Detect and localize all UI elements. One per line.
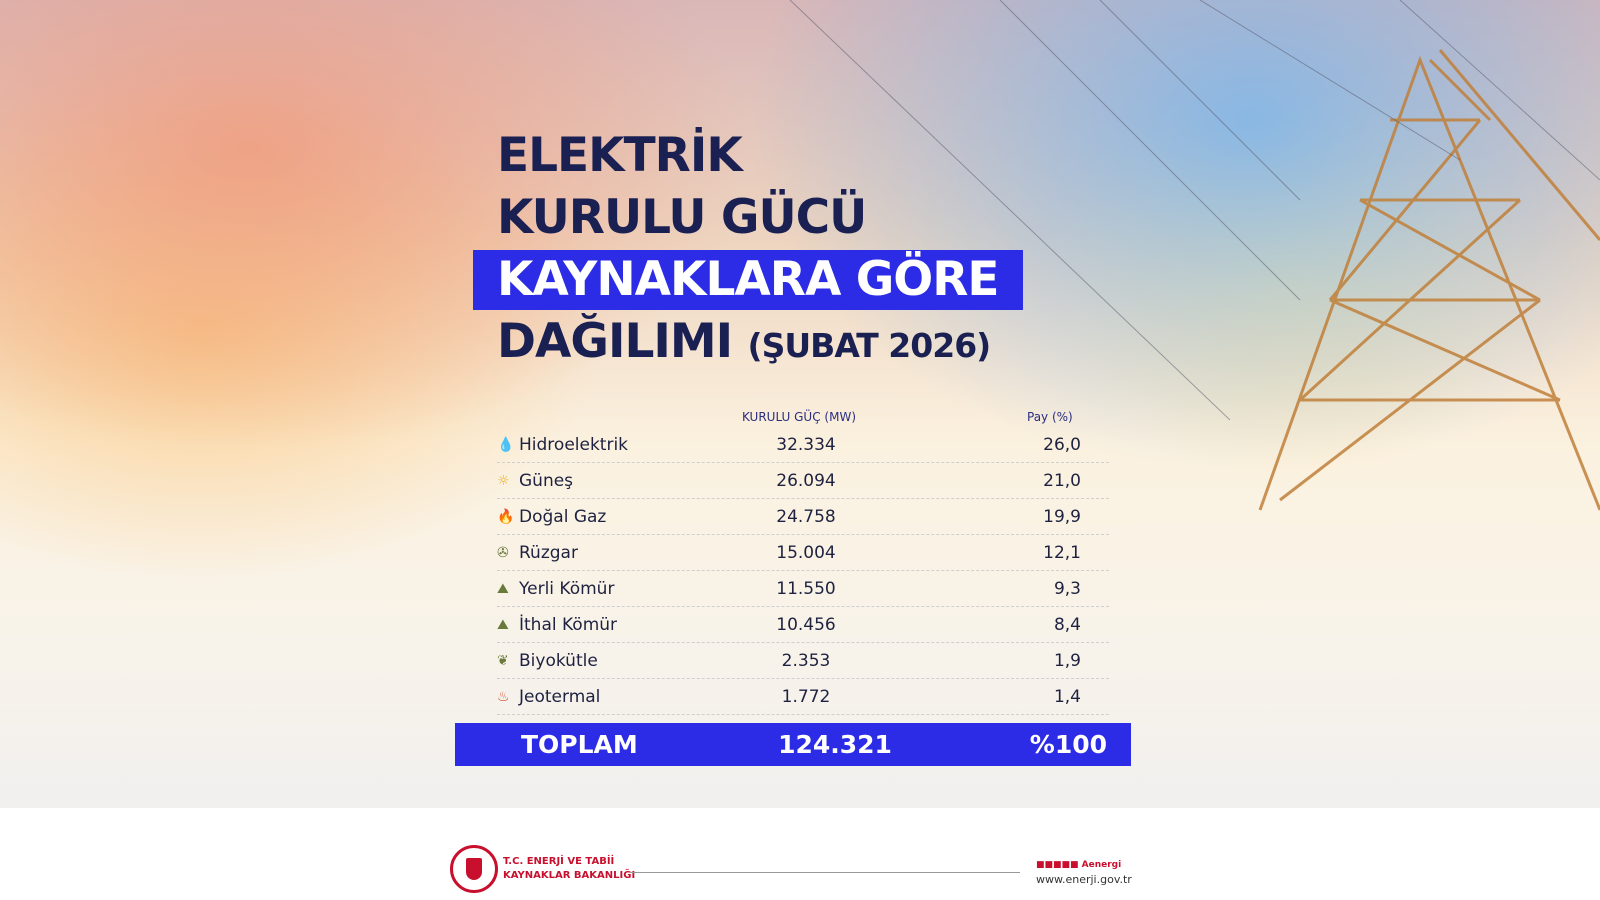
table-row: ⛰ Yerli Kömür 11.550 9,3: [497, 571, 1109, 607]
social-handle: Aenergi: [1081, 860, 1122, 870]
total-row: TOPLAM 124.321 %100: [455, 723, 1131, 766]
table-row: ☼ Güneş 26.094 21,0: [497, 463, 1109, 499]
header-share: Pay (%): [1027, 410, 1073, 424]
capacity-mw: 10.456: [776, 614, 836, 635]
source-name: İthal Kömür: [519, 614, 618, 635]
geothermal-icon: ♨: [497, 688, 510, 705]
share-pct: 26,0: [1043, 434, 1081, 455]
table-row: ♨ Jeotermal 1.772 1,4: [497, 679, 1109, 715]
source-name: Yerli Kömür: [519, 578, 615, 599]
coal-icon: ⛰: [497, 580, 509, 597]
biomass-icon: ❦: [497, 652, 509, 669]
share-pct: 12,1: [1043, 542, 1081, 563]
website-link[interactable]: www.enerji.gov.tr: [1036, 873, 1132, 886]
capacity-mw: 32.334: [776, 434, 836, 455]
share-pct: 9,3: [1053, 578, 1081, 599]
title-highlight: KAYNAKLARA GÖRE: [473, 250, 1023, 310]
source-name: Rüzgar: [519, 542, 578, 563]
source-name: Hidroelektrik: [519, 434, 629, 455]
share-pct: 21,0: [1043, 470, 1081, 491]
ministry-name: T.C. ENERJİ VE TABİİ KAYNAKLAR BAKANLIĞI: [503, 855, 635, 883]
share-pct: 1,9: [1053, 650, 1081, 671]
table-row: ✇ Rüzgar 15.004 12,1: [497, 535, 1109, 571]
gas-flame-icon: 🔥: [497, 508, 515, 525]
capacity-mw: 24.758: [776, 506, 836, 527]
source-name: Jeotermal: [519, 686, 601, 707]
total-pct: %100: [1029, 730, 1107, 759]
capacity-mw: 1.772: [781, 686, 831, 707]
ministry-logo: [450, 845, 498, 893]
capacity-table: 💧 Hidroelektrik 32.334 26,0 ☼ Güneş 26.09…: [497, 427, 1109, 715]
wind-turbine-icon: ✇: [497, 544, 509, 561]
divider: [630, 872, 1020, 873]
share-pct: 19,9: [1043, 506, 1081, 527]
sky-background: [0, 0, 1600, 808]
total-label: TOPLAM: [521, 730, 638, 759]
table-row: ⛰ İthal Kömür 10.456 8,4: [497, 607, 1109, 643]
power-pylon-illustration: [789, 0, 1600, 511]
title-line-2: KURULU GÜCÜ: [497, 190, 867, 245]
capacity-mw: 26.094: [776, 470, 836, 491]
table-row: 🔥 Doğal Gaz 24.758 19,9: [497, 499, 1109, 535]
ministry-line-2: KAYNAKLAR BAKANLIĞI: [503, 870, 636, 881]
table-row: 💧 Hidroelektrik 32.334 26,0: [497, 427, 1109, 463]
capacity-mw: 2.353: [781, 650, 831, 671]
water-drop-icon: 💧: [497, 436, 515, 453]
source-name: Doğal Gaz: [519, 506, 607, 527]
sun-icon: ☼: [497, 472, 510, 489]
capacity-mw: 15.004: [776, 542, 836, 563]
social-links[interactable]: ■■■■■ Aenergi: [1036, 860, 1122, 870]
coal-icon: ⛰: [497, 616, 509, 633]
share-pct: 8,4: [1053, 614, 1081, 635]
source-name: Güneş: [519, 470, 574, 491]
total-mw: 124.321: [778, 730, 892, 759]
header-capacity: KURULU GÜÇ (MW): [742, 410, 856, 424]
table-row: ❦ Biyokütle 2.353 1,9: [497, 643, 1109, 679]
ministry-line-1: T.C. ENERJİ VE TABİİ: [503, 856, 615, 867]
footer: T.C. ENERJİ VE TABİİ KAYNAKLAR BAKANLIĞI…: [0, 808, 1600, 900]
title-period: (ŞUBAT 2026): [747, 326, 992, 365]
page-title: ELEKTRİK KURULU GÜCÜ KAYNAKLARA GÖRE DAĞ…: [473, 125, 1023, 377]
capacity-mw: 11.550: [776, 578, 836, 599]
source-name: Biyokütle: [519, 650, 598, 671]
title-line-1: ELEKTRİK: [497, 128, 743, 183]
share-pct: 1,4: [1053, 686, 1081, 707]
title-line-4: DAĞILIMI: [497, 314, 733, 369]
